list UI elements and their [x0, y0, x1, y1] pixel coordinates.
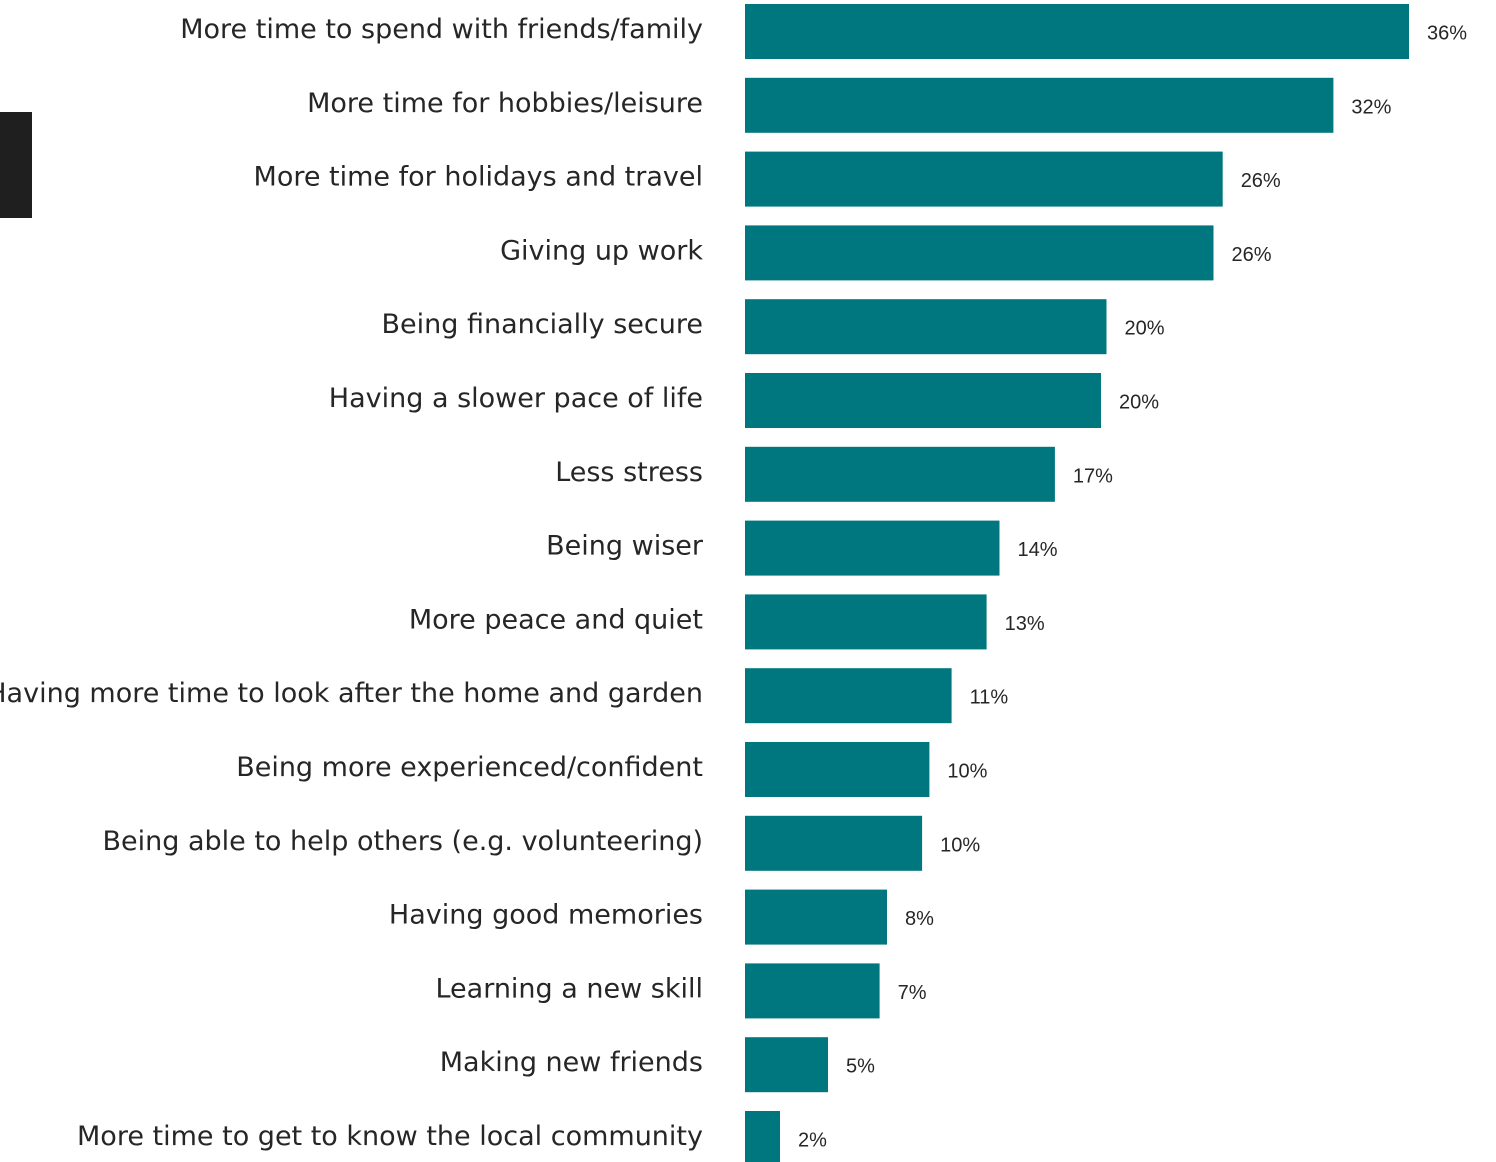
value-label-4: 26%	[1232, 244, 1272, 266]
category-label-15: Making new friends	[440, 1047, 703, 1078]
bar-14	[745, 963, 880, 1019]
category-label-8: Being wiser	[546, 531, 704, 562]
category-label-9: More peace and quiet	[409, 604, 703, 635]
bar-3	[745, 151, 1223, 207]
category-label-4: Giving up work	[500, 235, 703, 266]
category-label-3: More time for holidays and travel	[254, 162, 703, 193]
value-label-7: 17%	[1073, 465, 1113, 487]
category-label-6: Having a slower pace of life	[329, 383, 703, 414]
category-label-10: Having more time to look after the home …	[0, 678, 703, 709]
bar-13	[745, 889, 887, 945]
value-labels: 36% 32% 26% 26% 20% 20% 17% 14% 13% 11% 10% 10% 8% 7%…	[798, 23, 1467, 1152]
category-label-16: More time to get to know the local commu…	[77, 1121, 703, 1152]
bars-group	[745, 4, 1409, 1162]
value-label-14: 7%	[898, 982, 927, 1004]
value-label-9: 13%	[1005, 613, 1045, 635]
value-label-2: 32%	[1351, 96, 1391, 118]
value-label-8: 14%	[1018, 539, 1058, 561]
bar-5	[745, 299, 1107, 355]
category-label-11: Being more experienced/confident	[236, 752, 703, 783]
value-label-15: 5%	[846, 1056, 875, 1078]
bar-8	[745, 520, 1000, 576]
bar-15	[745, 1037, 828, 1093]
side-tab-marker	[0, 112, 32, 218]
category-label-1: More time to spend with friends/family	[180, 14, 703, 45]
category-label-12: Being able to help others (e.g. voluntee…	[102, 826, 703, 857]
value-label-16: 2%	[798, 1130, 827, 1152]
bar-9	[745, 594, 987, 650]
value-label-13: 8%	[905, 908, 934, 930]
category-label-7: Less stress	[555, 457, 703, 488]
bar-6	[745, 373, 1101, 428]
category-label-14: Learning a new skill	[435, 973, 703, 1004]
bar-11	[745, 742, 930, 797]
category-label-13: Having good memories	[389, 900, 703, 931]
value-label-6: 20%	[1119, 392, 1159, 414]
category-label-2: More time for hobbies/leisure	[307, 88, 703, 119]
value-label-1: 36%	[1427, 23, 1467, 45]
bar-10	[745, 668, 952, 724]
bar-12	[745, 815, 923, 871]
bar-16	[745, 1111, 780, 1162]
bar-1	[745, 4, 1409, 59]
bar-4	[745, 225, 1214, 281]
value-label-10: 11%	[970, 687, 1009, 709]
value-label-11: 10%	[947, 761, 987, 783]
bar-2	[745, 77, 1334, 133]
category-label-5: Being financially secure	[382, 309, 703, 340]
category-labels: More time to spend with friends/family Mo…	[0, 14, 704, 1152]
bar-7	[745, 446, 1055, 502]
value-label-12: 10%	[940, 834, 980, 856]
value-label-5: 20%	[1125, 318, 1165, 340]
value-label-3: 26%	[1241, 170, 1281, 192]
